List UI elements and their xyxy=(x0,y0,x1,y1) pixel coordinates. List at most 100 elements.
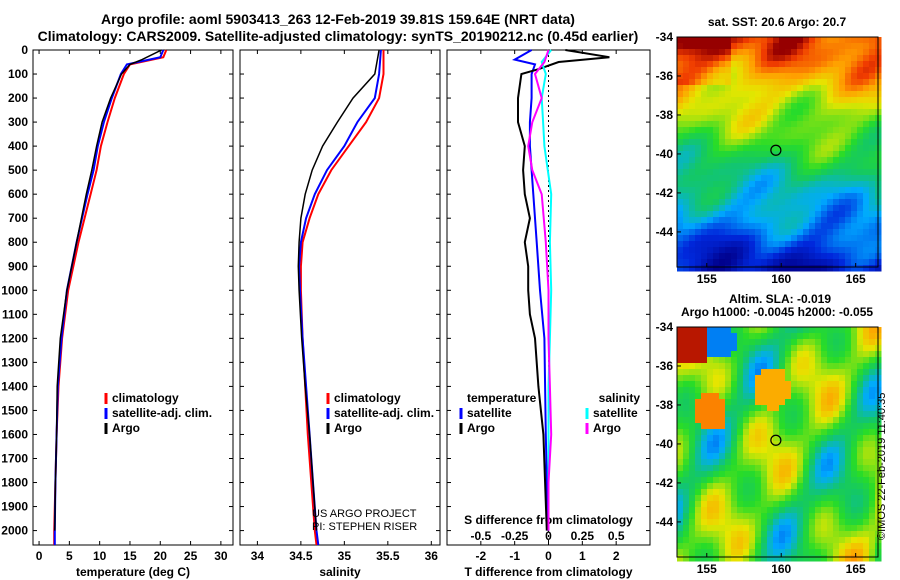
sst-map-cell xyxy=(707,193,714,200)
sla-map-argo-marker xyxy=(770,434,782,446)
sla-map-cell xyxy=(731,333,738,340)
sst-map-cell xyxy=(869,49,876,56)
sla-map-cell xyxy=(773,411,780,418)
sla-map-cell xyxy=(827,339,834,346)
sst-map-cell xyxy=(743,181,750,188)
sst-map-cell xyxy=(713,235,720,242)
sst-map-cell xyxy=(779,97,786,104)
sst-map-cell xyxy=(779,187,786,194)
sst-map-cell xyxy=(707,109,714,116)
sst-map-cell xyxy=(863,229,870,236)
sla-map-cell xyxy=(689,471,696,478)
sla-map-cell xyxy=(737,351,744,358)
sst-map-cell xyxy=(731,211,738,218)
sla-map-cell xyxy=(695,393,702,400)
sla-map-cell xyxy=(785,333,792,340)
sst-map-cell xyxy=(731,247,738,254)
sla-map-cell xyxy=(851,369,858,376)
sst-map-cell xyxy=(845,79,852,86)
sst-map-cell xyxy=(767,115,774,122)
sst-map-cell xyxy=(803,157,810,164)
sst-map-cell xyxy=(863,115,870,122)
sst-map-cell xyxy=(725,229,732,236)
sst-map-cell xyxy=(857,217,864,224)
sla-map-cell xyxy=(809,483,816,490)
sla-map-cell xyxy=(713,381,720,388)
sst-map-cell xyxy=(791,187,798,194)
sla-map-cell xyxy=(809,393,816,400)
sla-map-cell xyxy=(797,501,804,508)
sst-map-cell xyxy=(731,163,738,170)
sla-map-cell xyxy=(755,495,762,502)
sla-map-cell xyxy=(707,507,714,514)
sla-map-cell xyxy=(725,501,732,508)
sst-map-cell xyxy=(689,97,696,104)
sla-map-cell xyxy=(701,381,708,388)
sla-map-cell xyxy=(707,513,714,520)
sst-map-cell xyxy=(797,73,804,80)
sla-map-cell xyxy=(713,489,720,496)
sst-map-cell xyxy=(809,223,816,230)
sst-map-cell xyxy=(827,241,834,248)
sst-map-cell xyxy=(701,49,708,56)
sst-map-cell xyxy=(821,241,828,248)
sla-map-cell xyxy=(707,525,714,532)
sla-map-cell xyxy=(785,453,792,460)
sla-map-cell xyxy=(869,543,876,550)
sst-map-cell xyxy=(839,229,846,236)
sst-map-cell xyxy=(791,211,798,218)
sla-map-cell xyxy=(695,483,702,490)
sla-map-cell xyxy=(719,465,726,472)
sla-map-cell xyxy=(779,459,786,466)
sst-map-cell xyxy=(779,265,786,272)
sla-map-cell xyxy=(761,399,768,406)
sst-map-cell xyxy=(695,253,702,260)
sst-map-cell xyxy=(779,259,786,266)
sst-map-cell xyxy=(863,223,870,230)
sst-map-cell xyxy=(785,223,792,230)
sst-map-cell xyxy=(851,265,858,272)
sst-map-cell xyxy=(713,79,720,86)
sla-map-cell xyxy=(791,411,798,418)
sla-map-cell xyxy=(707,417,714,424)
sla-map-cell xyxy=(743,435,750,442)
sla-map-cell xyxy=(803,525,810,532)
sst-map-cell xyxy=(749,187,756,194)
sst-map-cell xyxy=(797,235,804,242)
sst-map-cell xyxy=(815,199,822,206)
sst-map-cell xyxy=(863,109,870,116)
sla-map-cell xyxy=(719,483,726,490)
sst-map-cell xyxy=(749,127,756,134)
sla-map-cell xyxy=(845,549,852,556)
sst-map-cell xyxy=(695,247,702,254)
sla-map-cell xyxy=(833,513,840,520)
sst-map-cell xyxy=(773,253,780,260)
sla-map-cell xyxy=(791,339,798,346)
sst-map-cell xyxy=(791,97,798,104)
sla-map-cell xyxy=(725,357,732,364)
sla-map-cell xyxy=(845,519,852,526)
sst-map-cell xyxy=(689,85,696,92)
sla-map-cell xyxy=(755,489,762,496)
sst-map-cell xyxy=(725,193,732,200)
sst-map-cell xyxy=(809,169,816,176)
sla-map-cell xyxy=(749,531,756,538)
sla-map-cell xyxy=(797,381,804,388)
sst-map-cell xyxy=(731,169,738,176)
sla-map-cell xyxy=(785,543,792,550)
sla-map-cell xyxy=(773,339,780,346)
sst-map-cell xyxy=(689,187,696,194)
sst-map-cell xyxy=(845,193,852,200)
sla-map-cell xyxy=(683,501,690,508)
sst-map-cell xyxy=(863,205,870,212)
sla-map-cell xyxy=(749,333,756,340)
sst-map-cell xyxy=(863,151,870,158)
sla-map-cell xyxy=(773,513,780,520)
sla-map-cell xyxy=(797,489,804,496)
sst-map-cell xyxy=(863,247,870,254)
sst-map-cell xyxy=(737,49,744,56)
sla-map-cell xyxy=(851,555,858,562)
sst-map-cell xyxy=(761,169,768,176)
sla-map-cell xyxy=(731,339,738,346)
sla-map-cell xyxy=(827,495,834,502)
